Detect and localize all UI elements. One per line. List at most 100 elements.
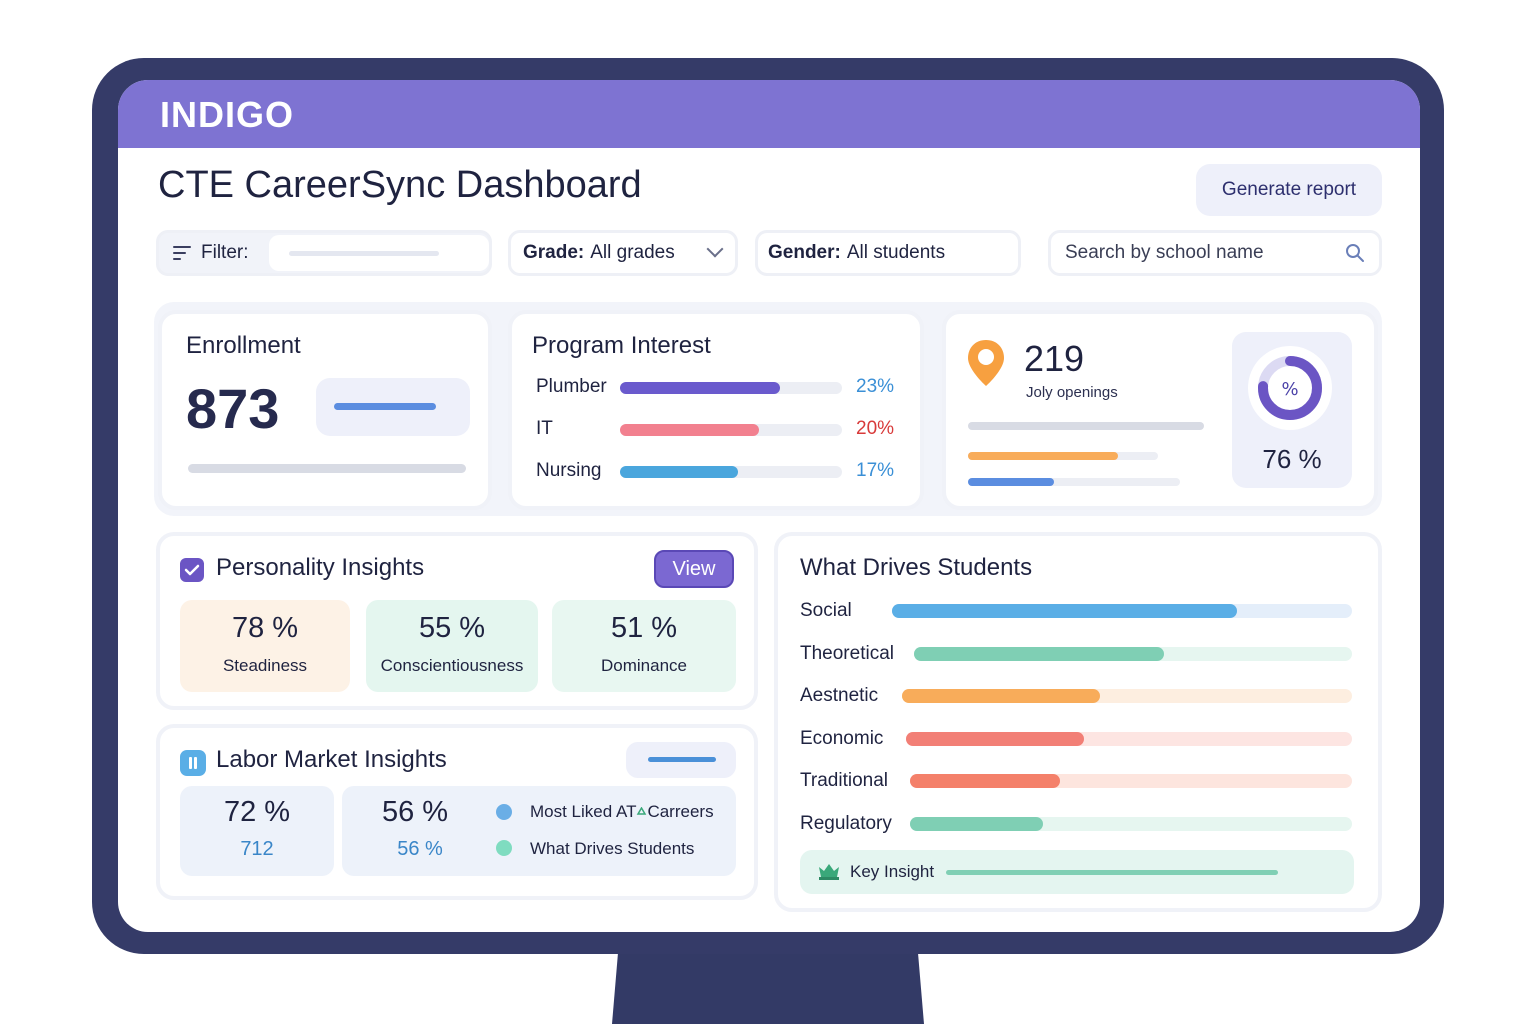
legend-label-part: Carreers	[647, 802, 714, 821]
tile-sub: 56 %	[397, 838, 443, 860]
drive-bar	[892, 604, 1237, 618]
legend-label: Most Liked AT Carreers	[530, 802, 714, 822]
tile-label: Dominance	[601, 656, 687, 675]
job-openings-card: 219 Joly openings % 76 %	[942, 310, 1378, 510]
program-track	[620, 466, 842, 478]
drive-bar	[914, 646, 1164, 661]
labor-tile-wide: 56 % 56 % Most Liked AT Carreers What Dri…	[342, 786, 736, 876]
program-row: Plumber 23%	[536, 372, 906, 402]
tile-value: 51 %	[610, 612, 678, 644]
tile-sub: 712	[240, 838, 274, 860]
donut-arc	[1258, 356, 1322, 420]
drive-row: Theoretical	[800, 639, 1356, 669]
drive-bar	[910, 774, 1061, 788]
program-pct: 17%	[856, 460, 895, 481]
personality-title: Personality Insights	[216, 554, 425, 581]
drive-row: Aestnetic	[800, 681, 1356, 711]
page-title: CTE CareerSync Dashboard	[158, 164, 642, 206]
donut-percentage: 76 %	[1262, 444, 1322, 474]
top-bar: INDIGO	[118, 80, 1420, 148]
enrollment-title: Enrollment	[186, 332, 301, 359]
drive-track	[906, 731, 1352, 746]
personality-tile: 55 % Conscientiousness	[366, 600, 538, 692]
program-track	[620, 382, 842, 394]
labor-tile: 72 % 712	[180, 786, 334, 876]
chevron-down-icon	[706, 240, 724, 258]
drive-bar	[906, 731, 1085, 746]
search-input[interactable]: Search by school name	[1048, 230, 1382, 276]
drive-row: Regulatory	[800, 809, 1356, 839]
gender-select[interactable]: Gender: All students	[755, 230, 1021, 276]
filter-icon	[173, 246, 191, 260]
legend-label-part: Most Liked AT	[530, 802, 637, 821]
program-interest-card: Program Interest Plumber 23% IT 20% Nurs…	[508, 310, 924, 510]
view-button[interactable]: View	[654, 550, 734, 588]
enrollment-value: 873	[186, 377, 280, 440]
tile-label: Conscientiousness	[380, 656, 524, 675]
program-bar	[620, 382, 780, 394]
drive-row: Traditional	[800, 766, 1356, 796]
drive-track	[914, 646, 1352, 661]
program-track	[620, 424, 842, 436]
drive-label: Traditional	[800, 770, 889, 791]
drive-label: Regulatory	[800, 812, 892, 834]
personality-tile: 78 % Steadiness	[180, 600, 350, 692]
key-insight-label: Key Insight	[850, 862, 935, 881]
job-openings-value: 219	[1024, 338, 1085, 379]
tile-value: 78 %	[231, 612, 299, 644]
program-interest-title: Program Interest	[532, 332, 711, 359]
program-row: IT 20%	[536, 414, 906, 444]
tile-value: 56 %	[381, 796, 449, 828]
key-insight-line	[946, 870, 1278, 875]
drive-row: Social	[800, 596, 1356, 626]
donut-symbol: %	[1281, 379, 1298, 400]
jobs-bar	[968, 452, 1118, 460]
tile-value: 55 %	[418, 612, 486, 644]
checkbox-icon[interactable]	[180, 558, 204, 582]
crown-icon	[819, 864, 839, 880]
what-drives-students-card: What Drives Students Social Theoretical Ae…	[774, 532, 1382, 912]
drive-label: Social	[800, 600, 852, 621]
enrollment-bar	[188, 464, 466, 473]
drive-track	[910, 774, 1352, 788]
drive-label: Economic	[800, 727, 884, 749]
drive-bar	[902, 689, 1100, 703]
program-label: Plumber	[536, 376, 607, 397]
drive-track	[902, 689, 1352, 703]
search-placeholder: Search by school name	[1065, 242, 1264, 263]
drive-label: Aestnetic	[800, 685, 879, 706]
gender-value: All students	[846, 242, 946, 263]
drive-track	[910, 816, 1352, 831]
tile-label: Steadiness	[222, 656, 308, 675]
donut-chart: %	[1248, 346, 1332, 430]
program-label: IT	[536, 418, 553, 439]
filter-input[interactable]	[269, 235, 489, 271]
enrollment-card: Enrollment 873	[158, 310, 492, 510]
personality-insights-card: Personality Insights View 78 % Steadines…	[156, 532, 758, 710]
dashboard-screen: INDIGO CTE CareerSync Dashboard Generate…	[118, 80, 1420, 932]
monitor-stand	[612, 950, 924, 1024]
search-icon	[1346, 244, 1364, 262]
grade-select[interactable]: Grade: All grades	[508, 230, 738, 276]
drive-track	[892, 604, 1352, 618]
pause-icon	[180, 750, 206, 776]
legend-label: What Drives Students	[530, 839, 695, 858]
generate-report-button[interactable]: Generate report	[1196, 164, 1382, 216]
program-label: Nursing	[536, 460, 602, 481]
program-pct: 23%	[856, 376, 895, 397]
legend-dot	[496, 804, 512, 820]
drive-label: Theoretical	[800, 642, 894, 664]
location-pin-icon	[968, 340, 1004, 386]
drive-bar	[910, 816, 1043, 831]
grade-label: Grade:	[523, 242, 585, 263]
filter-field[interactable]: Filter:	[156, 230, 492, 276]
jobs-bar	[968, 422, 1204, 430]
labor-market-card: Labor Market Insights 72 % 712 56 % 56 %…	[156, 724, 758, 900]
gender-label: Gender:	[768, 242, 841, 263]
recycle-icon	[637, 806, 647, 815]
grade-value: All grades	[590, 242, 675, 263]
filter-label: Filter:	[201, 242, 249, 263]
personality-tile: 51 % Dominance	[552, 600, 736, 692]
legend-dot	[496, 840, 512, 856]
drive-row: Economic	[800, 724, 1356, 754]
